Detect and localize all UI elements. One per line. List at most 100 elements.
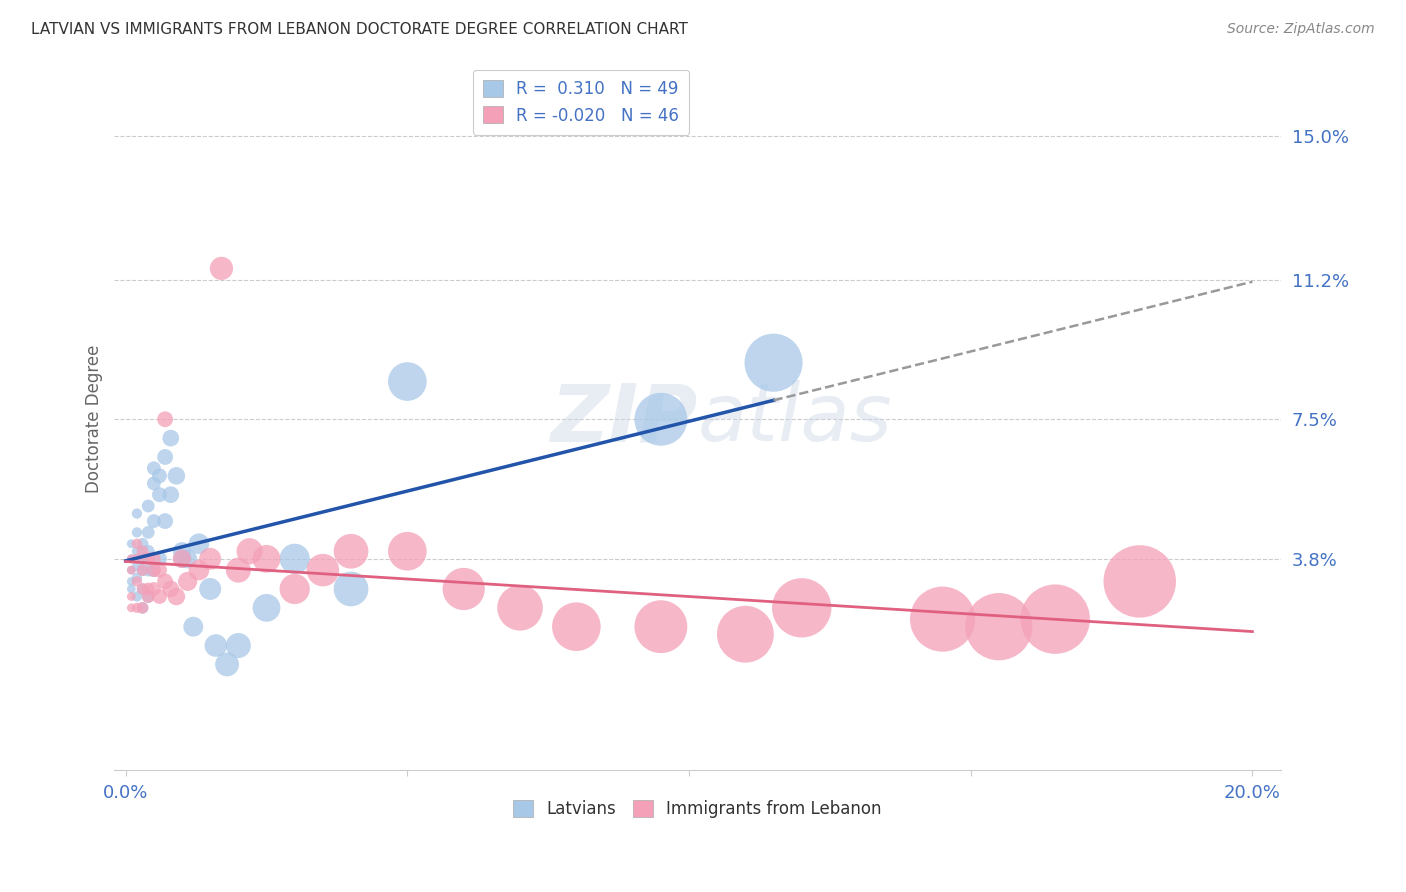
Point: [125, 544, 148, 558]
Point: [228, 563, 250, 577]
Point: [256, 600, 278, 615]
Point: [987, 620, 1010, 634]
Point: [650, 620, 672, 634]
Point: [153, 450, 176, 464]
Point: [125, 571, 148, 585]
Point: [136, 582, 159, 596]
Point: [120, 582, 142, 596]
Point: [734, 627, 756, 641]
Point: [125, 551, 148, 566]
Point: [120, 563, 142, 577]
Point: [198, 551, 221, 566]
Point: [176, 574, 198, 589]
Point: [340, 582, 363, 596]
Point: [120, 574, 142, 589]
Point: [211, 261, 233, 276]
Point: [159, 431, 181, 445]
Point: [256, 551, 278, 566]
Point: [142, 476, 165, 491]
Point: [120, 600, 142, 615]
Point: [165, 468, 187, 483]
Point: [131, 600, 153, 615]
Point: [131, 551, 153, 566]
Point: [142, 551, 165, 566]
Point: [790, 600, 813, 615]
Point: [565, 620, 588, 634]
Point: [239, 544, 262, 558]
Point: [170, 551, 193, 566]
Point: [217, 657, 239, 672]
Point: [125, 590, 148, 604]
Point: [131, 582, 153, 596]
Point: [120, 537, 142, 551]
Point: [136, 544, 159, 558]
Point: [340, 544, 363, 558]
Point: [136, 563, 159, 577]
Point: [165, 590, 187, 604]
Point: [931, 612, 953, 626]
Point: [120, 590, 142, 604]
Point: [153, 574, 176, 589]
Point: [125, 574, 148, 589]
Text: Source: ZipAtlas.com: Source: ZipAtlas.com: [1227, 22, 1375, 37]
Point: [136, 590, 159, 604]
Point: [120, 551, 142, 566]
Point: [136, 499, 159, 513]
Point: [228, 639, 250, 653]
Point: [762, 356, 785, 370]
Point: [159, 488, 181, 502]
Point: [120, 551, 142, 566]
Point: [176, 551, 198, 566]
Point: [509, 600, 531, 615]
Point: [142, 514, 165, 528]
Point: [396, 375, 419, 389]
Point: [125, 507, 148, 521]
Point: [142, 563, 165, 577]
Point: [131, 563, 153, 577]
Point: [136, 525, 159, 540]
Point: [284, 582, 307, 596]
Text: LATVIAN VS IMMIGRANTS FROM LEBANON DOCTORATE DEGREE CORRELATION CHART: LATVIAN VS IMMIGRANTS FROM LEBANON DOCTO…: [31, 22, 688, 37]
Point: [204, 639, 226, 653]
Point: [142, 563, 165, 577]
Point: [153, 412, 176, 426]
Point: [131, 582, 153, 596]
Point: [1045, 612, 1067, 626]
Text: ZIP: ZIP: [550, 380, 697, 458]
Point: [159, 582, 181, 596]
Point: [125, 525, 148, 540]
Point: [131, 551, 153, 566]
Point: [453, 582, 475, 596]
Point: [131, 544, 153, 558]
Point: [136, 551, 159, 566]
Y-axis label: Doctorate Degree: Doctorate Degree: [86, 345, 103, 493]
Point: [148, 590, 170, 604]
Text: atlas: atlas: [697, 380, 893, 458]
Point: [142, 582, 165, 596]
Point: [1129, 574, 1152, 589]
Point: [650, 412, 672, 426]
Point: [148, 468, 170, 483]
Point: [120, 563, 142, 577]
Point: [170, 544, 193, 558]
Point: [181, 620, 204, 634]
Legend: Latvians, Immigrants from Lebanon: Latvians, Immigrants from Lebanon: [506, 793, 889, 825]
Point: [136, 590, 159, 604]
Point: [142, 461, 165, 475]
Point: [198, 582, 221, 596]
Point: [170, 551, 193, 566]
Point: [125, 559, 148, 574]
Point: [125, 537, 148, 551]
Point: [284, 551, 307, 566]
Point: [153, 514, 176, 528]
Point: [312, 563, 335, 577]
Point: [131, 600, 153, 615]
Point: [131, 537, 153, 551]
Point: [148, 488, 170, 502]
Point: [187, 563, 209, 577]
Point: [131, 563, 153, 577]
Point: [187, 537, 209, 551]
Point: [148, 551, 170, 566]
Point: [148, 563, 170, 577]
Point: [125, 600, 148, 615]
